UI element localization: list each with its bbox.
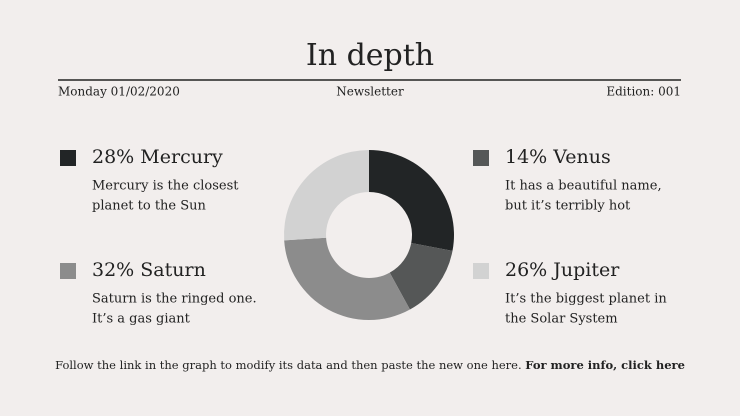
footer-link[interactable]: For more info, click here: [525, 358, 685, 372]
value-label: 14%: [505, 146, 547, 168]
category-name: Venus: [552, 146, 610, 168]
description: It’s a gas giant: [92, 312, 191, 327]
footer-text: Follow the link in the graph to modify i…: [55, 358, 522, 372]
value-label: 26%: [505, 259, 547, 281]
donut-slice: [284, 150, 369, 241]
legend-label: 28% Mercury: [92, 146, 223, 168]
value-label: 28%: [92, 146, 134, 168]
category-name: Jupiter: [551, 259, 620, 281]
footer: Follow the link in the graph to modify i…: [55, 358, 685, 372]
section: Newsletter: [336, 85, 404, 99]
legend-label: 26% Jupiter: [505, 259, 620, 281]
title: In depth: [306, 38, 434, 73]
description: planet to the Sun: [92, 199, 207, 214]
description: Saturn is the ringed one.: [92, 292, 257, 307]
edition: Edition: 001: [606, 85, 681, 99]
donut-slice: [284, 237, 410, 320]
legend-swatch: [473, 263, 489, 279]
description: but it’s terribly hot: [505, 199, 631, 214]
description: Mercury is the closest: [92, 179, 239, 194]
value-label: 32%: [92, 259, 134, 281]
legend-label: 14% Venus: [505, 146, 611, 168]
donut-slice: [369, 150, 454, 251]
description: It’s the biggest planet in: [505, 292, 667, 307]
legend-swatch: [60, 150, 76, 166]
legend-swatch: [60, 263, 76, 279]
description: It has a beautiful name,: [505, 179, 662, 194]
date: Monday 01/02/2020: [58, 85, 180, 99]
legend-label: 32% Saturn: [92, 259, 206, 281]
donut-slice: [389, 243, 453, 310]
category-name: Saturn: [140, 259, 206, 281]
description: the Solar System: [505, 312, 618, 327]
legend-swatch: [473, 150, 489, 166]
category-name: Mercury: [140, 146, 223, 168]
